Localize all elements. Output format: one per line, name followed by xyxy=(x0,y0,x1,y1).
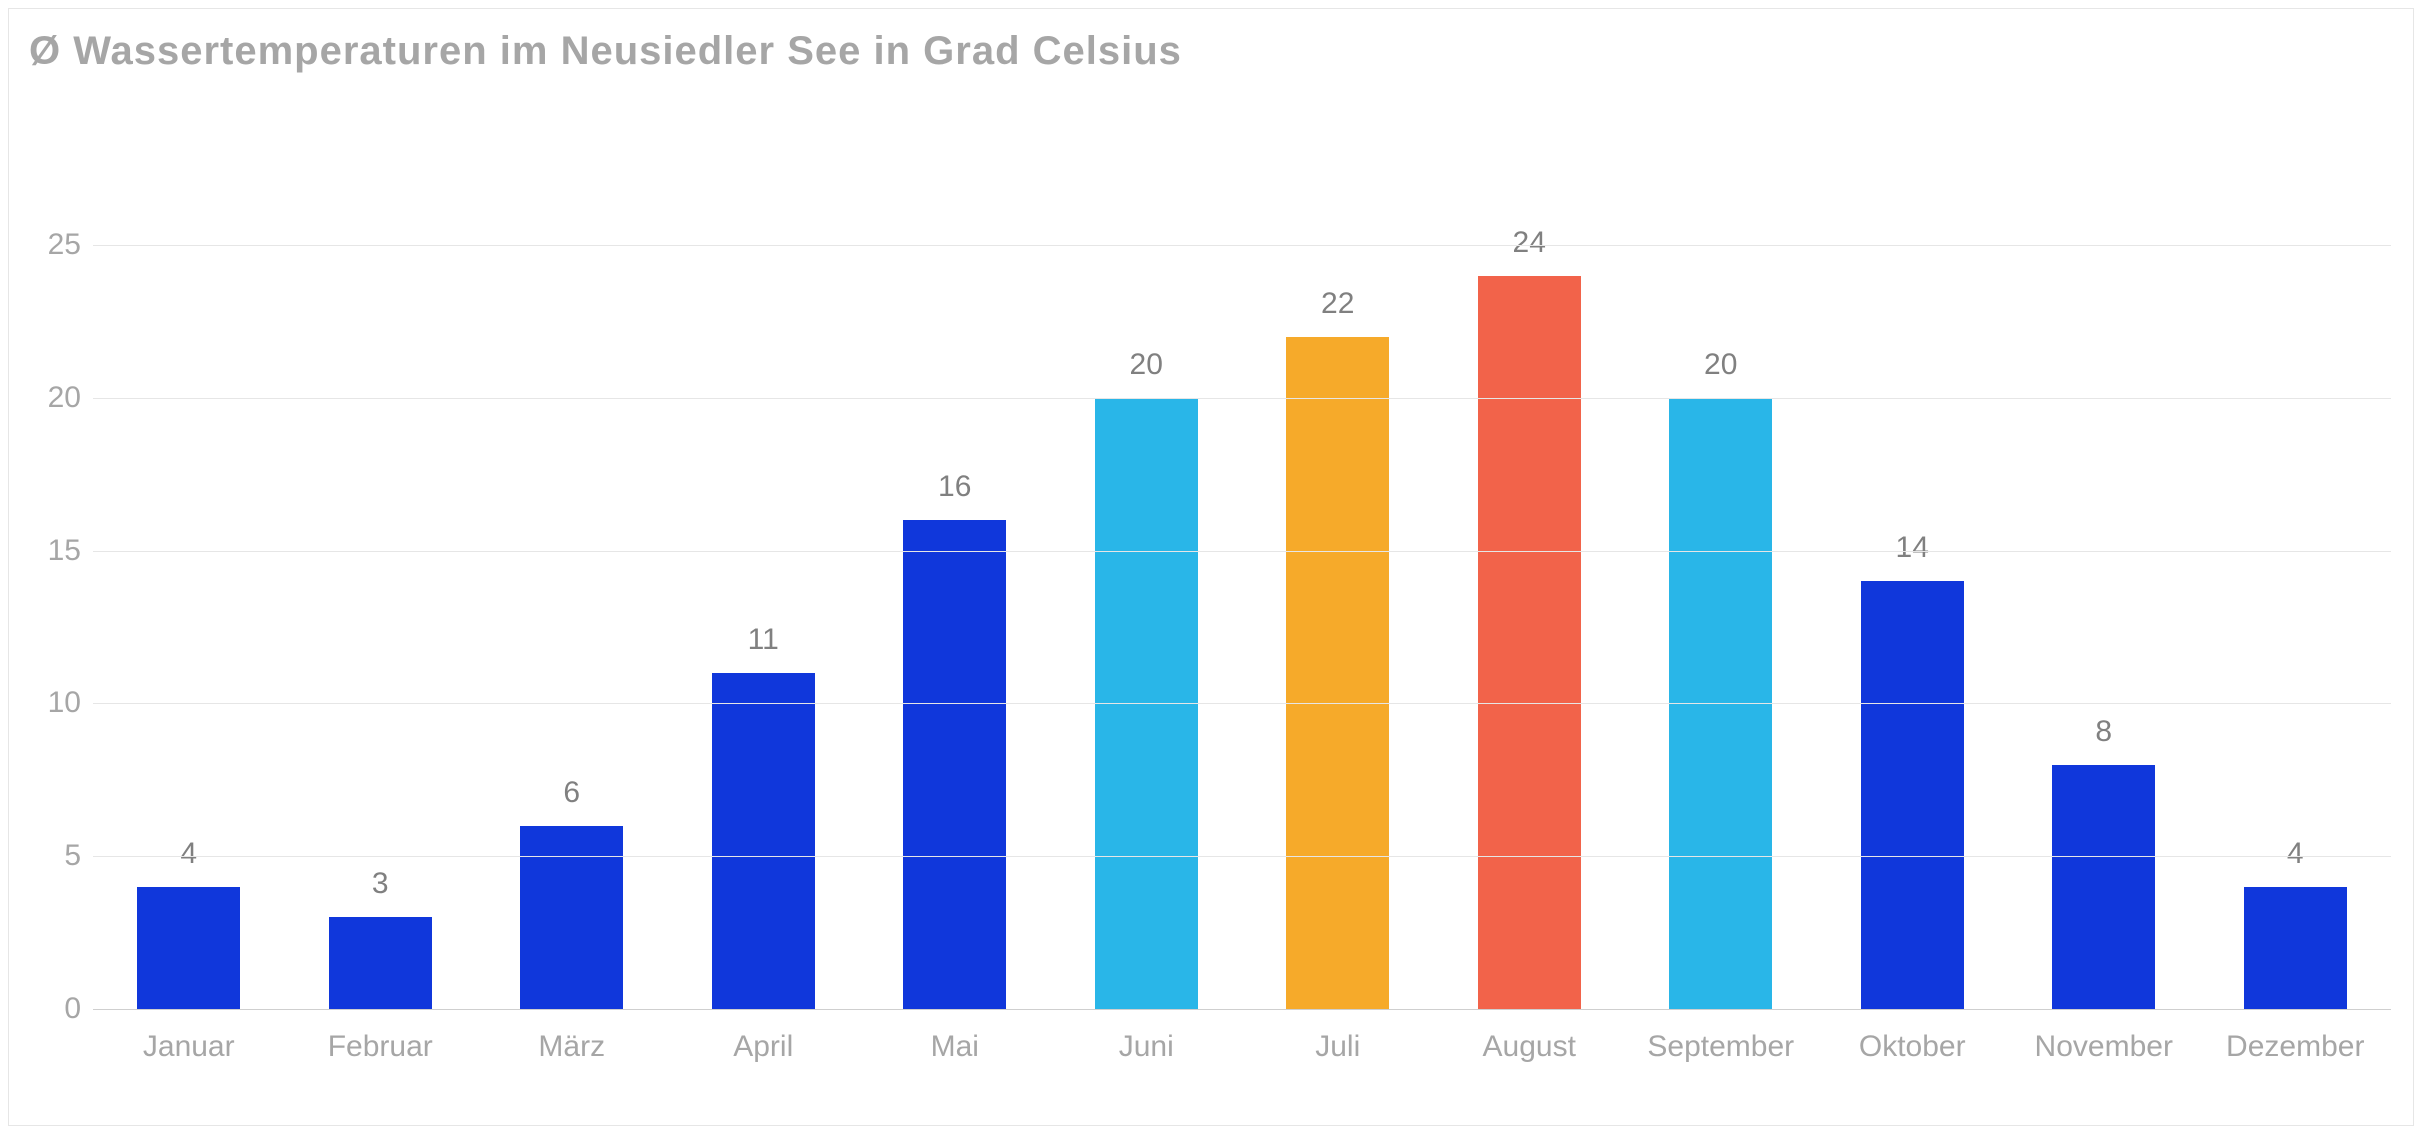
bar: 6 xyxy=(520,826,623,1009)
bar: 3 xyxy=(329,917,432,1009)
x-tick-label: Dezember xyxy=(2226,1030,2364,1064)
bar: 24 xyxy=(1478,276,1581,1009)
bar-slot: 16Mai xyxy=(859,184,1051,1009)
bar-slot: 4Dezember xyxy=(2200,184,2392,1009)
bar: 4 xyxy=(137,887,240,1009)
y-tick-label: 25 xyxy=(21,228,81,262)
y-tick-label: 20 xyxy=(21,381,81,415)
x-tick-label: März xyxy=(538,1030,605,1064)
bar-slot: 4Januar xyxy=(93,184,285,1009)
bar: 4 xyxy=(2244,887,2347,1009)
bar-slot: 11April xyxy=(668,184,860,1009)
data-label: 16 xyxy=(938,470,971,504)
data-label: 20 xyxy=(1704,348,1737,382)
data-label: 3 xyxy=(372,867,389,901)
bar-slot: 24August xyxy=(1434,184,1626,1009)
x-tick-label: Juni xyxy=(1119,1030,1174,1064)
data-label: 11 xyxy=(748,623,779,657)
data-label: 24 xyxy=(1513,226,1546,260)
y-tick-label: 0 xyxy=(21,992,81,1026)
data-label: 4 xyxy=(2287,837,2304,871)
bar-slot: 22Juli xyxy=(1242,184,1434,1009)
bar-slot: 8November xyxy=(2008,184,2200,1009)
y-tick-label: 10 xyxy=(21,686,81,720)
gridline xyxy=(93,703,2391,704)
plot-area: 4Januar3Februar6März11April16Mai20Juni22… xyxy=(93,184,2391,1009)
bar: 22 xyxy=(1286,337,1389,1009)
x-tick-label: Juli xyxy=(1315,1030,1360,1064)
x-tick-label: November xyxy=(2035,1030,2173,1064)
bar-slot: 14Oktober xyxy=(1817,184,2009,1009)
x-tick-label: Januar xyxy=(143,1030,235,1064)
gridline xyxy=(93,1009,2391,1010)
bar-slot: 3Februar xyxy=(285,184,477,1009)
x-tick-label: September xyxy=(1647,1030,1794,1064)
x-tick-label: April xyxy=(733,1030,793,1064)
bar: 8 xyxy=(2052,765,2155,1009)
x-tick-label: Februar xyxy=(328,1030,433,1064)
data-label: 8 xyxy=(2095,715,2112,749)
y-tick-label: 5 xyxy=(21,839,81,873)
x-tick-label: August xyxy=(1483,1030,1576,1064)
data-label: 6 xyxy=(563,776,580,810)
y-tick-label: 15 xyxy=(21,534,81,568)
data-label: 14 xyxy=(1896,531,1929,565)
bar-slot: 20Juni xyxy=(1051,184,1243,1009)
bar: 16 xyxy=(903,520,1006,1009)
data-label: 22 xyxy=(1321,287,1354,321)
x-tick-label: Oktober xyxy=(1859,1030,1966,1064)
gridline xyxy=(93,551,2391,552)
gridline xyxy=(93,398,2391,399)
gridline xyxy=(93,856,2391,857)
bar-slot: 20September xyxy=(1625,184,1817,1009)
bar: 14 xyxy=(1861,581,1964,1009)
bar: 11 xyxy=(712,673,815,1009)
data-label: 20 xyxy=(1130,348,1163,382)
bar-slot: 6März xyxy=(476,184,668,1009)
gridline xyxy=(93,245,2391,246)
chart-title: Ø Wassertemperaturen im Neusiedler See i… xyxy=(29,29,1182,74)
data-label: 4 xyxy=(180,837,197,871)
x-tick-label: Mai xyxy=(931,1030,979,1064)
bars-container: 4Januar3Februar6März11April16Mai20Juni22… xyxy=(93,184,2391,1009)
chart-frame: Ø Wassertemperaturen im Neusiedler See i… xyxy=(8,8,2414,1126)
